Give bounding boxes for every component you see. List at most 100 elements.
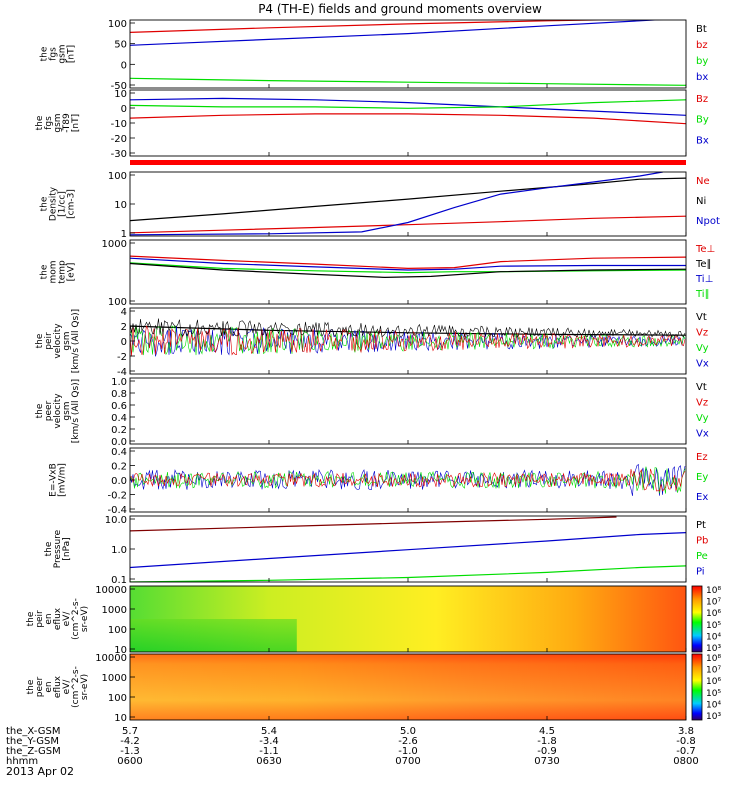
series-Pe	[130, 565, 686, 582]
colorbar-tick-label: 10⁴	[706, 632, 721, 642]
noise-trace	[129, 318, 686, 338]
y-axis-label: [nPa]	[62, 537, 72, 560]
y-tick-label: 0.2	[111, 462, 127, 473]
y-tick-label: -50	[111, 81, 127, 92]
date-label: 2013 Apr 02	[6, 765, 74, 778]
colorbar	[691, 653, 703, 721]
series-Pb	[130, 516, 617, 532]
x-axis-labels: the_X-GSM 5.7 5.4 5.0 4.5 3.8 the_Y-GSM -4.2 -3.…	[6, 726, 699, 767]
y-tick-label: 0.2	[111, 425, 127, 436]
legend-entry-By: By	[696, 115, 709, 126]
y-tick-label: 0	[121, 104, 127, 115]
y-tick-label: 100	[108, 19, 127, 30]
panel-fgs_gsm: 100 50 0 -50 the fgs gsm [nT] Bt bz by bx	[40, 19, 709, 92]
y-axis-label: the	[35, 403, 45, 418]
legend-entry-Bz: Bz	[696, 94, 708, 105]
series-bx	[130, 20, 664, 46]
panel-density: 100 10 1 the Density [1/cc] [cm-3] Ne Ni Npot	[40, 171, 720, 240]
y-axis-label: peir	[44, 332, 54, 350]
y-tick-label: 0.0	[111, 476, 127, 487]
series-Ne	[130, 215, 686, 234]
panel-peir_velocity: 4 2 0 -2 -4 the peir velocity gsm [km/s (All Qs)]…	[35, 307, 709, 378]
y-tick-label: 10000	[95, 585, 127, 596]
y-tick-label: 10	[114, 200, 127, 211]
panel-temperature: 1000 100 the mom temp [eV] Te⊥ Te∥ Ti⊥ Ti∥	[40, 239, 716, 308]
y-tick-label: 100	[108, 625, 127, 636]
y-tick-label: 0.8	[111, 389, 127, 400]
y-axis-label: eV/	[62, 611, 72, 627]
legend-entry-Bx: Bx	[696, 135, 709, 146]
y-tick-label: 0.4	[111, 447, 127, 458]
y-axis-label: fgs	[44, 116, 54, 130]
legend-entry-Pb: Pb	[696, 536, 708, 547]
y-tick-label: 0.6	[111, 401, 127, 412]
y-axis-label: gsm	[62, 331, 72, 350]
y-tick-label: 2	[121, 322, 127, 333]
legend-entry-bz: bz	[696, 40, 708, 51]
y-tick-label: -0.2	[107, 491, 127, 502]
x-axis-value: -1.1	[259, 746, 279, 757]
y-axis-label: the	[35, 115, 45, 130]
legend-entry-Vx: Vx	[696, 359, 709, 370]
heatmap-vertical-shade	[130, 654, 686, 720]
legend-entry-Vt: Vt	[696, 382, 707, 393]
legend-entry-Npot: Npot	[696, 216, 720, 227]
y-axis-label: peer	[44, 400, 54, 421]
series-bz	[130, 20, 629, 33]
y-axis-label: the	[26, 679, 36, 694]
y-axis-label: [1/cc]	[58, 191, 68, 217]
x-axis-value: -2.6	[398, 736, 418, 747]
y-tick-label: 10000	[95, 653, 127, 664]
y-axis-label: en	[44, 613, 54, 624]
x-axis-value: -0.9	[537, 746, 557, 757]
y-axis-label: peir	[35, 610, 45, 628]
legend-entry-Ez: Ez	[696, 452, 708, 463]
x-axis-value: 3.8	[678, 726, 694, 737]
y-tick-label: 1	[121, 229, 127, 240]
x-axis-value: -1.3	[120, 746, 140, 757]
legend-entry-Vz: Vz	[696, 398, 708, 409]
x-axis-value: -3.4	[259, 736, 279, 747]
y-axis-label: [nT]	[67, 45, 77, 63]
y-axis-label: the	[40, 196, 50, 211]
y-tick-label: -10	[111, 119, 127, 130]
y-axis-label: E=-VxB	[49, 463, 59, 497]
colorbar-tick-label: 10⁷	[706, 598, 721, 608]
y-tick-label: -4	[117, 367, 127, 378]
series-Te∥	[130, 262, 686, 279]
y-tick-label: -20	[111, 134, 127, 145]
legend-entry-Vz: Vz	[696, 328, 708, 339]
colorbar-tick-label: 10⁴	[706, 700, 721, 710]
x-axis-value: 0700	[395, 756, 420, 767]
y-tick-label: 1000	[102, 605, 127, 616]
y-axis-label: (cm^2-s-	[71, 598, 81, 640]
y-tick-label: 4	[121, 307, 127, 318]
x-axis-row-label: the_Z-GSM	[6, 746, 61, 757]
y-tick-label: -0.4	[107, 505, 127, 516]
y-axis-label: en	[44, 681, 54, 692]
x-axis-value: 4.5	[539, 726, 555, 737]
panel-peer_velocity: 1.00.80.60.40.20.0 the peer velocity gsm [km/…	[35, 377, 709, 448]
x-axis-value: 0730	[534, 756, 559, 767]
y-tick-label: 0	[121, 337, 127, 348]
y-tick-label: 0.1	[111, 575, 127, 586]
colorbar-tick-label: 10⁵	[706, 621, 721, 631]
panel-efield: 0.4 0.2 0.0 -0.2 -0.4 E=-VxB [mV/m] Ez Ey Ex	[49, 447, 709, 516]
y-tick-label: 100	[108, 171, 127, 182]
x-axis-value: -1.0	[398, 746, 418, 757]
legend-entry-Pe: Pe	[696, 551, 708, 562]
y-axis-label: gsm	[62, 401, 72, 420]
y-axis-label: velocity	[53, 323, 63, 359]
legend-entry-Ti⊥: Ti⊥	[695, 274, 713, 285]
legend-entry-Ne: Ne	[696, 176, 710, 187]
series-Ni	[130, 177, 686, 222]
series-by	[130, 77, 686, 86]
y-axis-label: the	[44, 541, 54, 556]
y-axis-label: gsm	[53, 113, 63, 132]
series-Ti⊥	[130, 257, 686, 271]
legend-entry-Ex: Ex	[696, 492, 708, 503]
legend-entry-Vt: Vt	[696, 312, 707, 323]
y-axis-label: [nT]	[71, 114, 81, 132]
legend-entry-Vy: Vy	[696, 413, 709, 424]
